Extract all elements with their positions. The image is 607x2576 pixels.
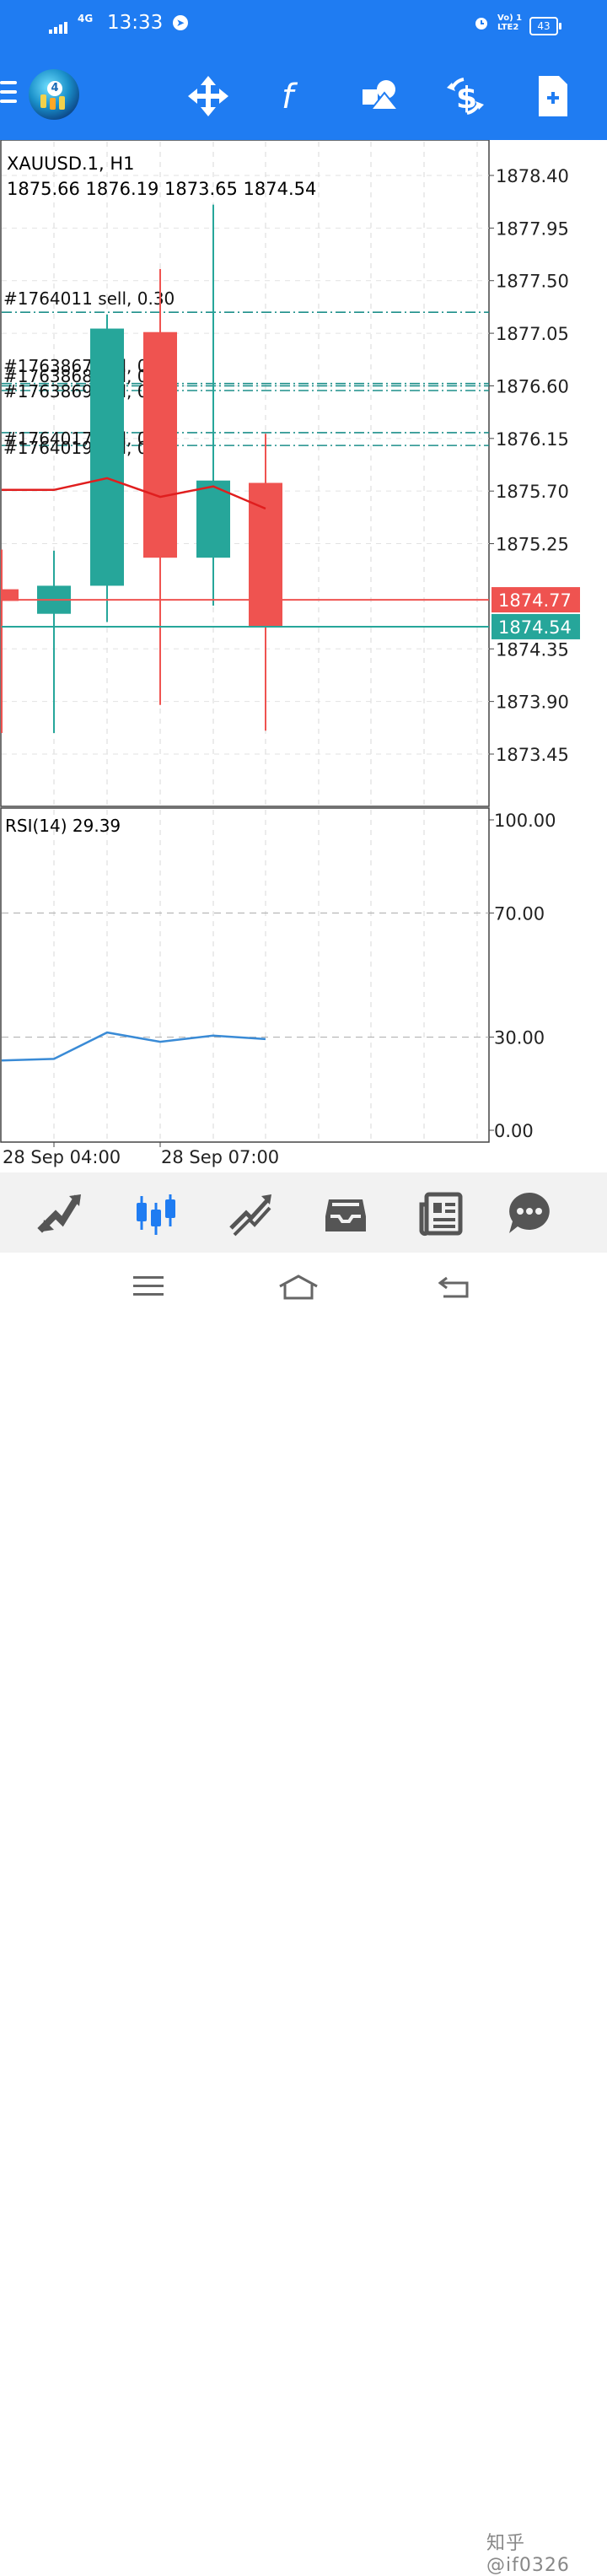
- svg-text:f: f: [282, 78, 298, 116]
- price-axis-label: 1873.45: [496, 745, 569, 765]
- price-axis-label: 1874.35: [496, 639, 569, 660]
- ohlc-label: 1875.66 1876.19 1873.65 1874.54: [7, 179, 316, 199]
- price-axis-label: 1876.60: [496, 376, 569, 396]
- time-axis-label: 28 Sep 07:00: [161, 1147, 279, 1167]
- rsi-axis-label: 70.00: [494, 903, 545, 924]
- new-order-icon[interactable]: [527, 71, 577, 121]
- chart-icon[interactable]: [132, 1188, 182, 1238]
- price-axis-label: 1873.90: [496, 693, 569, 713]
- rsi-axis-label: 0.00: [494, 1121, 534, 1141]
- moving-average-line: [2, 477, 266, 510]
- logo-badge: 4: [47, 81, 62, 96]
- chat-icon[interactable]: [504, 1188, 555, 1238]
- ask-price-label: 1874.77: [498, 590, 572, 611]
- system-navigation-bar: 知乎 @if0326: [0, 1253, 607, 2576]
- network-type: 4G: [78, 13, 94, 24]
- price-chart[interactable]: #1764011 sell, 0.30#1763867 sell, 0.30#1…: [0, 139, 607, 1172]
- menu-icon[interactable]: [133, 1275, 164, 1298]
- function-icon[interactable]: f: [268, 71, 319, 121]
- candle-body: [2, 589, 19, 601]
- order-label: #1764011 sell, 0.30: [3, 288, 175, 309]
- history-icon[interactable]: [320, 1188, 371, 1238]
- news-icon[interactable]: [415, 1188, 465, 1238]
- rsi-line: [1, 1031, 266, 1062]
- trade-icon[interactable]: [226, 1188, 277, 1238]
- bottom-navigation: [0, 1172, 607, 1253]
- home-icon[interactable]: [278, 1273, 319, 1300]
- candle-body: [90, 328, 124, 586]
- chart-area[interactable]: #1764011 sell, 0.30 #1763867 sell, 0.30 #1…: [0, 139, 607, 1172]
- battery-icon: 43: [529, 17, 561, 35]
- quotes-icon[interactable]: [35, 1188, 86, 1238]
- clock: 13:33: [107, 12, 164, 34]
- metatrader-logo[interactable]: 4: [29, 69, 79, 120]
- alarm-icon: [475, 18, 487, 30]
- price-axis-label: 1875.70: [496, 482, 569, 502]
- candle-body: [196, 480, 230, 558]
- price-axis-label: 1877.50: [496, 272, 569, 292]
- time-axis-label: 28 Sep 04:00: [3, 1147, 121, 1167]
- bid-price-badge: [492, 613, 580, 639]
- trade-dollar-icon[interactable]: $: [440, 71, 491, 121]
- price-axis-label: 1875.25: [496, 535, 569, 555]
- back-icon[interactable]: [438, 1275, 469, 1298]
- symbol-label: XAUUSD.1, H1: [7, 154, 135, 174]
- main-chart-frame: [0, 139, 490, 807]
- price-axis-label: 1877.95: [496, 218, 569, 239]
- rsi-axis-label: 100.00: [494, 811, 556, 831]
- candle-body: [143, 331, 177, 558]
- price-axis-label: 1876.15: [496, 429, 569, 450]
- ask-price-badge: [492, 587, 580, 613]
- volte-indicator: Vo) 1 LTE2: [497, 13, 523, 32]
- bid-price-label: 1874.54: [498, 617, 572, 638]
- top-toolbar: 4 f $: [0, 52, 607, 140]
- rsi-axis-label: 30.00: [494, 1028, 545, 1048]
- crosshair-move-icon[interactable]: [183, 71, 234, 121]
- signal-icon: [49, 22, 67, 34]
- price-axis-label: 1877.05: [496, 324, 569, 344]
- status-bar: 4G 13:33 ➤ Vo) 1 LTE2 43: [0, 0, 607, 52]
- watermark: 知乎 @if0326: [486, 2533, 570, 2576]
- menu-icon[interactable]: [0, 81, 17, 110]
- rsi-panel-frame: [0, 807, 490, 1143]
- candle-body: [249, 482, 282, 627]
- navigation-icon: ➤: [173, 15, 188, 30]
- rsi-label: RSI(14) 29.39: [5, 816, 121, 836]
- price-axis-label: 1878.40: [496, 166, 569, 186]
- objects-shapes-icon[interactable]: [356, 71, 406, 121]
